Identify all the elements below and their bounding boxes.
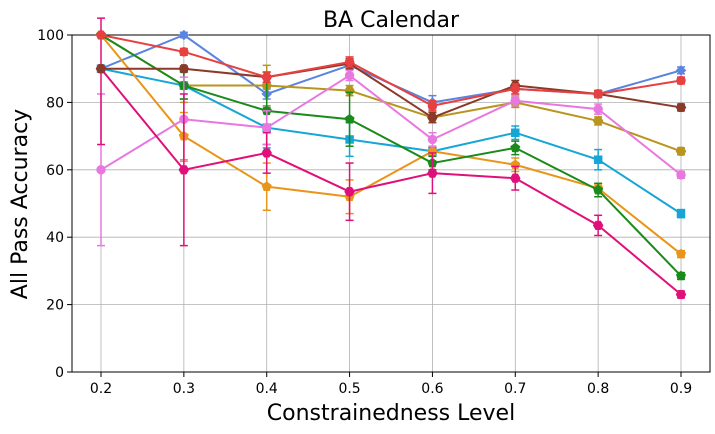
axes [71, 34, 711, 373]
plot-frame [71, 34, 711, 373]
series-line [100, 34, 682, 153]
series-line [100, 74, 682, 176]
x-tick-label: 0.5 [338, 381, 360, 397]
data-point [427, 168, 438, 178]
series-line [100, 67, 682, 215]
data-point [344, 57, 355, 67]
data-point [592, 220, 604, 230]
x-tick-label: 0.7 [504, 381, 526, 397]
data-point [675, 102, 687, 113]
data-point [676, 209, 686, 218]
series-red [96, 30, 686, 112]
data-point [511, 128, 520, 137]
x-tick-label: 0.6 [421, 381, 443, 397]
series-magenta [95, 17, 687, 300]
y-tick-label: 20 [46, 298, 64, 314]
data-point [676, 170, 686, 180]
data-point [593, 104, 603, 114]
x-tick-label: 0.2 [90, 381, 112, 397]
x-tick-label: 0.8 [587, 381, 609, 397]
y-tick-label: 0 [55, 365, 64, 381]
data-point [179, 47, 189, 57]
data-point [178, 165, 190, 175]
series-line [100, 68, 682, 296]
y-tick-label: 40 [46, 230, 64, 246]
series-line [100, 34, 682, 255]
x-tick-label: 0.4 [256, 381, 278, 397]
data-point [178, 64, 190, 74]
data-point [96, 165, 106, 175]
x-tick-label: 0.9 [670, 381, 692, 397]
x-tick-label: 0.3 [173, 381, 195, 397]
y-axis-ticks: 0 20 40 60 80 100 [37, 28, 72, 381]
series-line [100, 34, 682, 107]
series-layer [95, 17, 687, 300]
data-point [675, 289, 687, 300]
data-point [96, 30, 106, 40]
data-point [261, 148, 272, 158]
data-point [510, 173, 521, 183]
data-point [593, 155, 603, 164]
data-point [344, 113, 355, 124]
data-point [593, 184, 604, 195]
data-point [510, 84, 521, 94]
y-tick-label: 80 [46, 95, 64, 111]
data-point [344, 187, 355, 197]
data-point [178, 29, 190, 41]
y-axis-label: All Pass Accuracy [8, 109, 33, 299]
x-axis-label: Constrainedness Level [267, 401, 515, 426]
data-point [675, 65, 687, 76]
data-point [95, 64, 107, 74]
y-tick-label: 60 [46, 163, 64, 179]
data-point [510, 142, 521, 153]
data-point [261, 72, 272, 82]
y-tick-label: 100 [37, 28, 64, 44]
data-point [427, 134, 438, 145]
data-point [593, 89, 603, 99]
data-point [676, 75, 686, 86]
data-point [592, 116, 604, 126]
data-point [261, 122, 272, 133]
x-axis-ticks: 0.2 0.3 0.4 0.5 0.6 0.7 0.8 0.9 [90, 372, 692, 397]
data-point [675, 270, 687, 281]
data-point [427, 112, 438, 123]
data-point [510, 95, 521, 106]
data-point [344, 70, 355, 81]
data-point [675, 146, 687, 156]
data-point [427, 101, 438, 111]
data-point [675, 248, 687, 259]
data-point [261, 181, 272, 191]
series-line [100, 34, 682, 277]
chart-title: BA Calendar [323, 8, 460, 33]
grid [72, 34, 710, 373]
